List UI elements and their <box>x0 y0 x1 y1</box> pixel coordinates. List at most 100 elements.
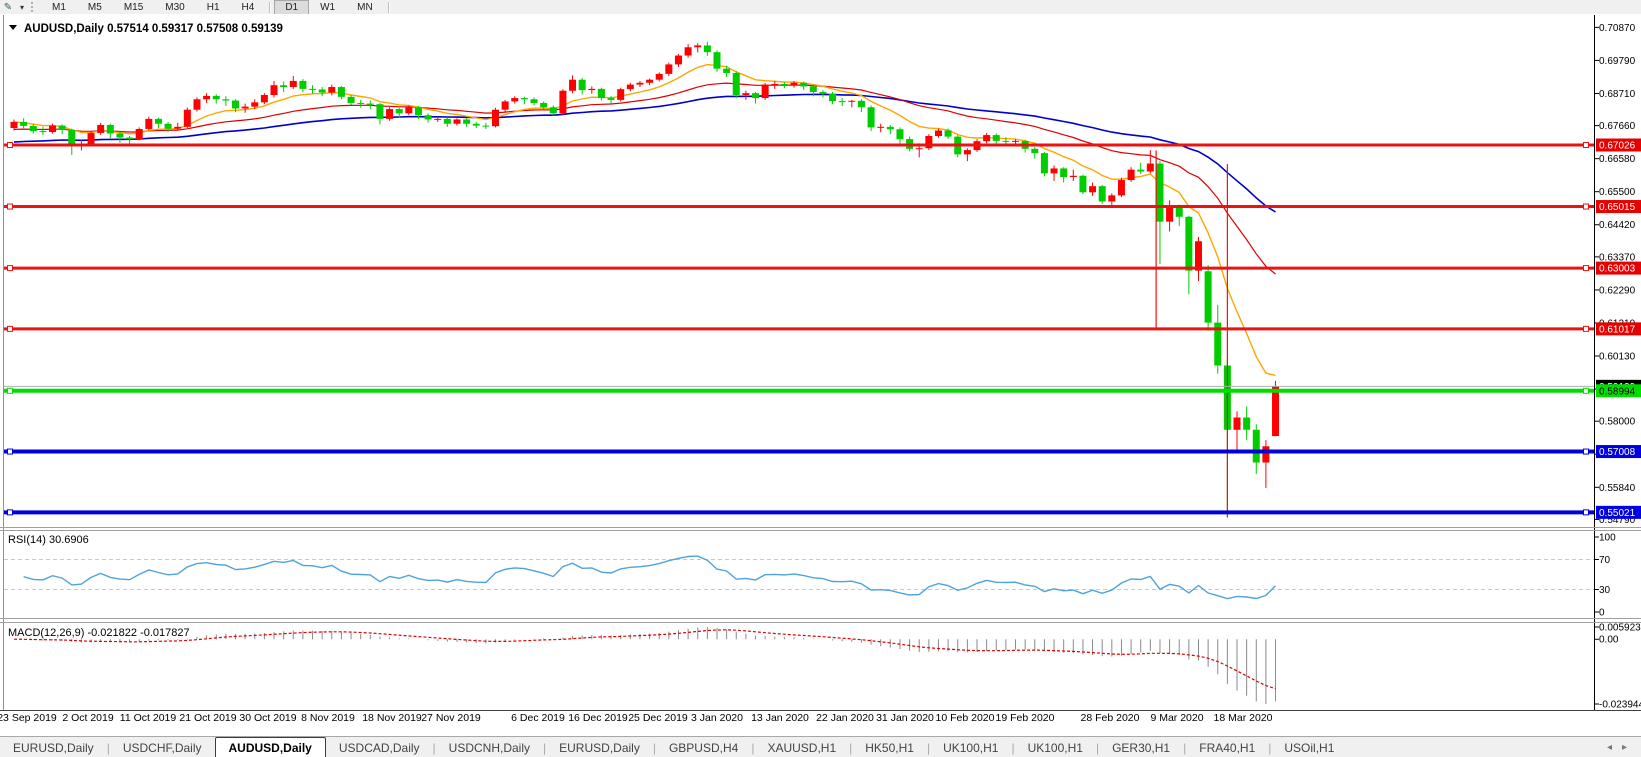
hline-handle[interactable] <box>1583 203 1589 210</box>
chart-area[interactable]: AUDUSD,Daily 0.57514 0.59317 0.57508 0.5… <box>0 14 1641 736</box>
tabs-scroll-right-icon[interactable]: ▸ <box>1621 742 1627 753</box>
chart-tab-eurusd-daily[interactable]: EURUSD,Daily <box>13 741 94 755</box>
hline-handle[interactable] <box>1583 509 1589 516</box>
tab-scroll-arrows: ◂ ▸ <box>1607 738 1641 757</box>
rsi-axis-label: 70 <box>1599 555 1611 566</box>
date-label: 13 Jan 2020 <box>751 712 809 724</box>
chart-title-collapse-icon[interactable] <box>9 25 17 30</box>
candle-body <box>626 84 634 90</box>
candle-body <box>145 118 153 129</box>
candle-body <box>684 47 692 56</box>
candle-body <box>1137 169 1145 172</box>
date-label: 31 Jan 2020 <box>876 712 934 724</box>
timeframe-button-d1[interactable]: D1 <box>274 0 310 15</box>
chart-tab-usoil-h1[interactable]: USOil,H1 <box>1284 741 1335 755</box>
hline-handle[interactable] <box>1583 448 1589 455</box>
chart-tab-audusd-daily[interactable]: AUDUSD,Daily <box>214 737 326 757</box>
axis-tick-label: 0.58000 <box>1599 417 1636 428</box>
draw-tool-icon[interactable]: ✎ <box>3 1 13 13</box>
chart-tab-uk100-h1[interactable]: UK100,H1 <box>1027 741 1083 755</box>
date-label: 23 Sep 2019 <box>0 712 57 724</box>
candle-body <box>597 88 605 99</box>
candle-body <box>1214 322 1222 366</box>
axis-tick-label: 0.55840 <box>1599 483 1636 494</box>
candle-body <box>761 84 769 99</box>
timeframe-button-h4[interactable]: H4 <box>241 1 255 13</box>
chart-tab-usdchf-daily[interactable]: USDCHF,Daily <box>122 741 202 755</box>
timeframe-button-m5[interactable]: M5 <box>87 1 102 13</box>
candle-body <box>183 109 191 127</box>
candle-body <box>983 135 991 142</box>
candle-body <box>424 115 432 120</box>
hline-handle[interactable] <box>7 203 13 210</box>
chart-tab-usdcnh-daily[interactable]: USDCNH,Daily <box>448 741 531 755</box>
candle-body <box>1108 195 1116 202</box>
candle-body <box>174 126 182 129</box>
candle-body <box>501 101 509 110</box>
timeframe-button-m1[interactable]: M1 <box>52 1 66 13</box>
chart-tab-gbpusd-h4[interactable]: GBPUSD,H4 <box>668 741 739 755</box>
candle-body <box>251 102 259 107</box>
candle-body <box>434 118 442 120</box>
chart-tab-uk100-h1[interactable]: UK100,H1 <box>943 741 999 755</box>
candle-body <box>463 119 471 124</box>
chart-tab-usdcad-daily[interactable]: USDCAD,Daily <box>338 741 420 755</box>
hline-handle[interactable] <box>7 509 13 516</box>
timeframe-button-h1[interactable]: H1 <box>206 1 220 13</box>
tabs-scroll-left-icon[interactable]: ◂ <box>1606 742 1612 753</box>
candle-body <box>1175 206 1183 217</box>
candle-body <box>10 121 18 129</box>
hline-handle[interactable] <box>1583 142 1589 148</box>
tab-separator: | <box>926 741 931 755</box>
candle-body <box>289 80 297 88</box>
timeframe-button-m15[interactable]: M15 <box>123 1 144 13</box>
chart-tab-eurusd-daily[interactable]: EURUSD,Daily <box>559 741 640 755</box>
chart-tab-xauusd-h1[interactable]: XAUUSD,H1 <box>767 741 837 755</box>
candle-body <box>1204 271 1212 323</box>
candle-body <box>87 132 95 144</box>
candle-body <box>944 130 952 137</box>
chart-tab-fra40-h1[interactable]: FRA40,H1 <box>1199 741 1256 755</box>
candle-body <box>1146 163 1154 172</box>
hline-handle[interactable] <box>7 325 13 332</box>
axis-tick-label: 0.67660 <box>1599 121 1636 132</box>
chart-frame <box>0 15 1641 711</box>
hline-handle[interactable] <box>1583 265 1589 272</box>
hline-handle[interactable] <box>7 142 13 148</box>
candle-body <box>838 101 846 103</box>
chevron-down-icon[interactable]: ▾ <box>19 2 24 12</box>
candle-body <box>309 88 317 90</box>
candle-body <box>540 102 548 108</box>
candle-body <box>559 90 567 114</box>
moving-averages <box>13 63 1276 377</box>
hline-handle[interactable] <box>7 387 13 394</box>
candle-body <box>915 148 923 150</box>
chart-tab-ger30-h1[interactable]: GER30,H1 <box>1112 741 1171 755</box>
tab-separator: | <box>652 741 656 755</box>
hline-handle[interactable] <box>7 265 13 272</box>
timeframe-button-m30[interactable]: M30 <box>165 1 185 13</box>
candle-body <box>299 80 307 89</box>
candle-body <box>636 82 644 85</box>
hline-handle[interactable] <box>1583 387 1589 394</box>
price-axis[interactable]: 0.70870 0.69790 0.68710 0.67660 0.66580 0.655… <box>1594 23 1641 526</box>
timeframe-button-mn[interactable]: MN <box>357 1 373 13</box>
level-price-label-box <box>1596 261 1641 275</box>
chart-tab-hk50-h1[interactable]: HK50,H1 <box>865 741 914 755</box>
date-axis[interactable]: 23 Sep 2019 2 Oct 2019 11 Oct 2019 21 Oct 2… <box>0 712 1273 724</box>
timeframe-button-w1[interactable]: W1 <box>320 1 336 13</box>
hline-handle[interactable] <box>1583 325 1589 332</box>
hline-handle[interactable] <box>7 448 13 455</box>
candle-body <box>511 98 519 102</box>
toolbar-grip-handle[interactable] <box>31 2 36 12</box>
axis-tick-label: 0.60130 <box>1599 352 1636 363</box>
date-label: 21 Oct 2019 <box>179 712 236 724</box>
price-chart-svg[interactable]: AUDUSD,Daily 0.57514 0.59317 0.57508 0.5… <box>0 14 1641 736</box>
candle-body <box>1098 186 1106 202</box>
candle-body <box>1060 168 1068 178</box>
date-label: 9 Mar 2020 <box>1150 712 1203 724</box>
candle-body <box>530 99 538 103</box>
rsi-axis-label: 0 <box>1599 608 1605 619</box>
rsi-axis-label: 30 <box>1599 585 1611 596</box>
level-price-label: 0.57008 <box>1599 447 1636 458</box>
